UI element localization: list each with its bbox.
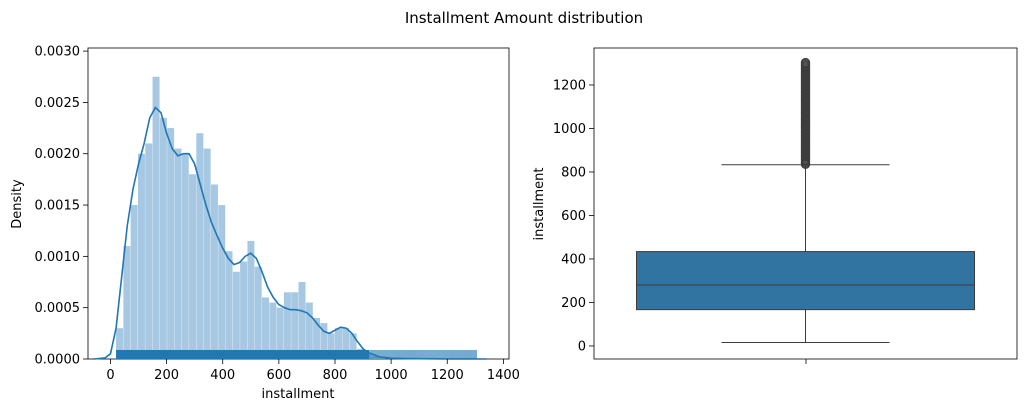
y-axis-label: Density bbox=[10, 179, 25, 229]
histogram-bar bbox=[174, 148, 182, 359]
histogram-bar bbox=[152, 76, 160, 360]
histogram-bar bbox=[181, 153, 189, 359]
outlier-point bbox=[800, 57, 811, 68]
x-axis-ticks: 0 200 400 600 800 1000 1200 1400 bbox=[106, 359, 520, 383]
histogram-bar bbox=[210, 184, 218, 359]
histogram-bar bbox=[254, 266, 262, 359]
x-tick-label: 0 bbox=[106, 368, 114, 383]
histogram-bar bbox=[247, 240, 255, 359]
x-tick-label: 1400 bbox=[487, 368, 520, 383]
histogram-bar bbox=[349, 333, 357, 359]
x-tick-label: 400 bbox=[210, 368, 235, 383]
histogram-bar bbox=[240, 261, 248, 359]
x-axis-label: installment bbox=[262, 387, 335, 402]
histogram-bar bbox=[313, 317, 321, 359]
histogram-bar bbox=[291, 292, 299, 359]
histogram-bar bbox=[371, 355, 379, 359]
y-tick-label: 0.0030 bbox=[35, 45, 81, 60]
histogram-bar bbox=[189, 174, 197, 359]
kde-curve bbox=[93, 106, 487, 360]
figure-title: Installment Amount distribution bbox=[405, 9, 643, 27]
histogram-bar bbox=[116, 328, 124, 359]
rug-marks bbox=[116, 350, 478, 359]
histogram-bar bbox=[130, 205, 138, 359]
histogram-bar bbox=[276, 307, 284, 359]
histogram-bar bbox=[123, 246, 131, 359]
y-tick-label: 0 bbox=[578, 339, 586, 354]
histogram-bar bbox=[232, 271, 240, 359]
boxplot-y-axis-label: installment bbox=[532, 168, 547, 241]
y-tick-label: 0.0000 bbox=[35, 353, 81, 368]
histogram-bar bbox=[196, 133, 204, 359]
histogram-bar bbox=[262, 297, 270, 359]
boxplot-frame bbox=[593, 47, 1018, 360]
histogram-bar bbox=[218, 205, 226, 359]
y-tick-label: 1200 bbox=[553, 78, 586, 93]
histogram-bar bbox=[298, 282, 306, 359]
histogram-bar bbox=[305, 302, 313, 359]
histogram-bar bbox=[167, 128, 175, 359]
histogram-bar bbox=[203, 148, 211, 359]
iqr-box bbox=[636, 251, 975, 311]
histogram-bar bbox=[342, 328, 350, 359]
histogram-plot: 0 200 400 600 800 1000 1200 1400 0.00000.00050.… bbox=[10, 45, 520, 402]
histogram-bar bbox=[269, 302, 277, 359]
histogram-bar bbox=[225, 251, 233, 359]
histogram-bar bbox=[320, 323, 328, 359]
boxplot-elements bbox=[636, 57, 975, 343]
y-tick-label: 0.0015 bbox=[35, 199, 81, 214]
y-axis-ticks: 0.0000 0.0005 0.0010 0.0015 0.0020 0.0025 0.00… bbox=[35, 45, 88, 368]
rug-dense-band bbox=[116, 350, 369, 359]
y-tick-label: 200 bbox=[561, 296, 586, 311]
histogram-bar bbox=[145, 143, 153, 359]
x-tick-label: 1000 bbox=[375, 368, 408, 383]
histogram-bars bbox=[116, 76, 386, 360]
y-axis-ticks: 0 200 400 600 800 1000 1200 bbox=[553, 78, 594, 354]
histogram-bar bbox=[159, 117, 167, 359]
x-tick-label: 600 bbox=[266, 368, 291, 383]
y-tick-label: 600 bbox=[561, 209, 586, 224]
histogram-bar bbox=[327, 333, 335, 359]
y-tick-label: 400 bbox=[561, 252, 586, 267]
y-tick-label: 0.0010 bbox=[35, 250, 81, 265]
y-tick-label: 0.0025 bbox=[35, 96, 81, 111]
histogram-bar bbox=[137, 153, 145, 359]
histogram-bar bbox=[334, 328, 342, 359]
y-tick-label: 1000 bbox=[553, 122, 586, 137]
histogram-bar bbox=[283, 292, 291, 359]
y-tick-label: 800 bbox=[561, 165, 586, 180]
y-tick-label: 0.0005 bbox=[35, 301, 81, 316]
x-tick-label: 200 bbox=[154, 368, 179, 383]
x-tick-label: 1200 bbox=[431, 368, 464, 383]
y-tick-label: 0.0020 bbox=[35, 147, 81, 162]
x-tick-label: 800 bbox=[323, 368, 348, 383]
boxplot-plot: 0 200 400 600 800 1000 1200 installment bbox=[532, 47, 1018, 364]
